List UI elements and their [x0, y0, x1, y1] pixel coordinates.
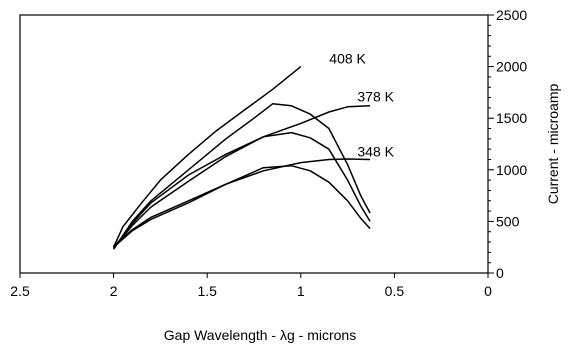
y-tick-label: 500 [496, 213, 520, 229]
x-tick-label: 2 [110, 283, 118, 299]
x-axis-title: Gap Wavelength - λg - microns [164, 327, 356, 343]
series-line [113, 131, 371, 249]
series-line [112, 66, 302, 248]
series-line [113, 105, 371, 249]
x-axis-ticks: 2.5 2 1.5 1 0.5 0 [10, 273, 492, 299]
series-line [112, 103, 371, 250]
series-line [113, 158, 371, 247]
x-tick-label: 2.5 [10, 283, 30, 299]
series-label: 378 K [357, 89, 394, 105]
y-tick-label: 1000 [496, 162, 527, 178]
y-tick-label: 2000 [496, 59, 527, 75]
y-tick-label: 0 [496, 265, 504, 281]
x-tick-label: 0 [484, 283, 492, 299]
x-tick-label: 1.5 [197, 283, 217, 299]
plot-frame [19, 14, 489, 274]
x-tick-label: 1 [297, 283, 305, 299]
y-tick-label: 2500 [496, 7, 527, 23]
x-tick-label: 0.5 [385, 283, 405, 299]
y-axis-title: Current - microamp [545, 84, 561, 205]
series-lines [112, 66, 371, 250]
series-labels: 408 K 378 K 348 K [329, 51, 394, 160]
series-label: 348 K [357, 143, 394, 159]
series-label: 408 K [329, 51, 366, 67]
y-tick-label: 1500 [496, 110, 527, 126]
series-line [113, 164, 371, 248]
y-axis-ticks: 0 500 1000 1500 2000 2500 [488, 7, 527, 281]
